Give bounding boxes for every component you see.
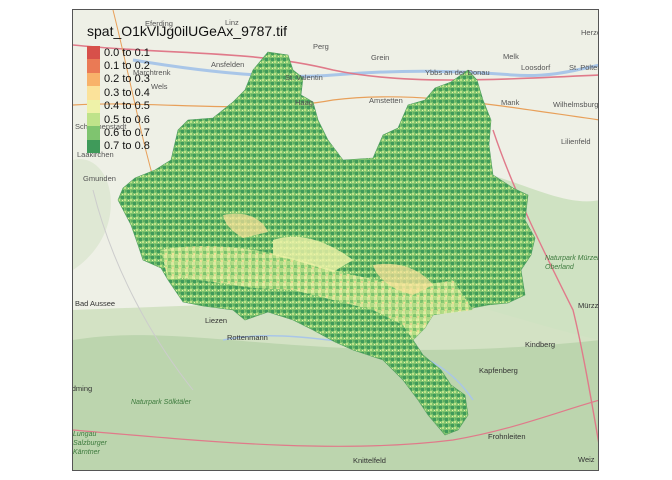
park-label: Lungau Salzburger Kärntner [73,431,107,456]
place-label: Loosdorf [521,63,551,72]
place-label: Herzo [581,28,598,37]
place-label: Haag [295,98,313,107]
legend-item: 0.1 to 0.2 [87,59,150,73]
place-label: Perg [313,42,329,51]
legend-label: 0.6 to 0.7 [104,127,150,140]
place-label: Kapfenberg [479,366,518,375]
place-label: Wilhelmsburg [553,100,599,109]
place-label: Amstetten [369,96,403,105]
legend-item: 0.4 to 0.5 [87,99,150,113]
legend-swatch [87,126,100,140]
park-label: Naturpark Sölktäler [131,399,191,406]
place-label: Mürzz [578,301,599,310]
place-label: Wels [151,82,168,91]
legend-label: 0.1 to 0.2 [104,60,150,73]
legend-item: 0.3 to 0.4 [87,86,150,100]
legend-item: 0.6 to 0.7 [87,126,150,140]
place-label: Laakirchen [77,150,114,159]
place-label: Frohnleiten [488,432,526,441]
legend-label: 0.2 to 0.3 [104,73,150,86]
place-label: St. Valentin [285,73,323,82]
place-label: Schladming [72,384,93,393]
legend-swatch [87,46,100,60]
place-label: Weiz [578,455,595,464]
place-label: Eferding [145,19,173,28]
legend-label: 0.7 to 0.8 [104,140,150,153]
legend-label: 0.3 to 0.4 [104,86,150,99]
map-title: spat_O1kVlJg0ilUGeAx_9787.tif [87,23,287,39]
place-label: Mank [501,98,520,107]
basemap [73,10,598,470]
legend-swatch [87,112,100,127]
legend-label: 0.4 to 0.5 [104,100,150,113]
place-label: Liezen [205,316,228,325]
raster-region [117,51,536,436]
legend-swatch [87,99,100,113]
legend-item: 0.7 to 0.8 [87,139,150,154]
legend-item: 0.0 to 0.1 [87,46,150,60]
place-label: Linz [225,18,239,27]
place-label: Rottenmann [227,333,268,342]
place-label: Gmunden [83,174,116,183]
place-label: Marchtrenk [133,68,171,77]
place-label: Melk [503,52,519,61]
legend-label: 0.5 to 0.6 [104,113,150,126]
place-label: Ybbs an der Donau [425,68,490,77]
legend-swatch [87,86,100,100]
place-label: Grein [371,53,390,62]
place-label: Kindberg [525,340,556,349]
place-label: Knittelfeld [353,456,386,465]
legend-label: 0.0 to 0.1 [104,46,150,59]
place-label: Bad Aussee [75,299,116,308]
map-frame: Eferding Linz Perg Grein Melk Herzo Loos… [72,9,599,471]
place-label: Ansfelden [211,60,245,69]
legend: 0.0 to 0.1 0.1 to 0.2 0.2 to 0.3 0.3 to 0.4… [87,46,150,154]
legend-swatch [87,72,100,87]
legend-swatch [87,139,100,154]
place-label: St. Pölten [569,63,599,72]
legend-item: 0.2 to 0.3 [87,72,150,87]
place-label: Lilienfeld [561,137,591,146]
park-label: Naturpark Mürzer Oberland [545,255,599,271]
legend-item: 0.5 to 0.6 [87,112,150,127]
place-label: Schwanenstadt [75,122,127,131]
legend-swatch [87,59,100,73]
